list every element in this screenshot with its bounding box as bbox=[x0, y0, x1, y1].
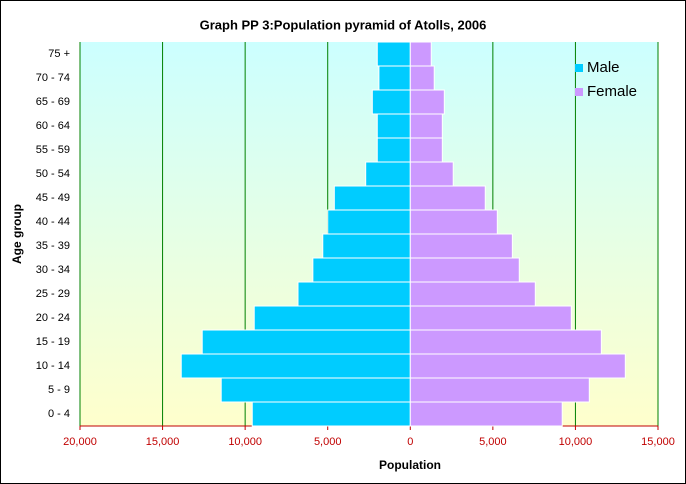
bar bbox=[378, 65, 411, 91]
bar bbox=[409, 353, 626, 379]
bar bbox=[409, 401, 563, 427]
bar bbox=[376, 113, 411, 139]
bar bbox=[409, 161, 454, 187]
y-axis-title: Age group bbox=[10, 204, 24, 264]
y-tick-label: 20 - 24 bbox=[36, 312, 70, 324]
bar bbox=[253, 305, 411, 331]
bar bbox=[297, 281, 411, 307]
bar bbox=[180, 353, 411, 379]
y-tick-label: 50 - 54 bbox=[36, 168, 70, 180]
y-tick-label: 55 - 59 bbox=[36, 144, 70, 156]
bar bbox=[409, 185, 486, 211]
y-tick-label: 0 - 4 bbox=[48, 408, 70, 420]
bar bbox=[409, 257, 520, 283]
x-tick-label: 5,000 bbox=[479, 436, 507, 448]
bar bbox=[333, 185, 411, 211]
y-tick-label: 10 - 14 bbox=[36, 360, 70, 372]
bar bbox=[201, 329, 411, 355]
bar bbox=[322, 233, 411, 259]
bar bbox=[409, 137, 443, 163]
bar bbox=[376, 41, 411, 67]
bar bbox=[409, 377, 590, 403]
x-tick-label: 10,000 bbox=[559, 436, 593, 448]
bar bbox=[365, 161, 411, 187]
y-tick-label: 15 - 19 bbox=[36, 336, 70, 348]
x-axis-title: Population bbox=[379, 458, 441, 472]
bar bbox=[409, 65, 435, 91]
x-tick-label: 20,000 bbox=[63, 436, 97, 448]
bar bbox=[409, 329, 602, 355]
bar bbox=[327, 209, 411, 235]
y-tick-label: 45 - 49 bbox=[36, 192, 70, 204]
y-tick-label: 35 - 39 bbox=[36, 240, 70, 252]
y-tick-label: 60 - 64 bbox=[36, 120, 70, 132]
bar bbox=[312, 257, 411, 283]
bar bbox=[409, 89, 445, 115]
y-tick-label: 40 - 44 bbox=[36, 216, 70, 228]
bar bbox=[409, 233, 513, 259]
y-tick-label: 30 - 34 bbox=[36, 264, 70, 276]
y-tick-label: 25 - 29 bbox=[36, 288, 70, 300]
y-tick-label: 75 + bbox=[48, 48, 70, 60]
bar bbox=[371, 89, 411, 115]
x-tick-label: 15,000 bbox=[146, 436, 180, 448]
legend-label: Female bbox=[587, 83, 637, 100]
bar bbox=[220, 377, 411, 403]
bar bbox=[409, 305, 572, 331]
legend-swatch bbox=[575, 88, 583, 96]
legend-label: Male bbox=[587, 59, 620, 76]
bar bbox=[251, 401, 411, 427]
bar bbox=[376, 137, 411, 163]
y-tick-label: 65 - 69 bbox=[36, 96, 70, 108]
bar bbox=[409, 113, 443, 139]
x-tick-label: 0 bbox=[407, 436, 413, 448]
x-tick-label: 5,000 bbox=[314, 436, 342, 448]
bar bbox=[409, 209, 498, 235]
chart-title: Graph PP 3:Population pyramid of Atolls,… bbox=[200, 17, 487, 32]
x-tick-label: 15,000 bbox=[641, 436, 675, 448]
y-tick-label: 5 - 9 bbox=[48, 384, 70, 396]
x-tick-label: 10,000 bbox=[228, 436, 262, 448]
legend-swatch bbox=[575, 64, 583, 72]
bar bbox=[409, 41, 432, 67]
bar bbox=[409, 281, 536, 307]
y-tick-label: 70 - 74 bbox=[36, 72, 70, 84]
